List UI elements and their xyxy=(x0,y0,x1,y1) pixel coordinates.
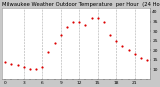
Point xyxy=(84,25,87,26)
Point xyxy=(10,63,13,64)
Point xyxy=(29,69,31,70)
Point xyxy=(47,51,50,53)
Point xyxy=(133,53,136,55)
Point xyxy=(127,50,130,51)
Point xyxy=(66,27,68,28)
Point xyxy=(103,21,105,22)
Point xyxy=(109,34,111,36)
Point xyxy=(53,42,56,43)
Point xyxy=(115,40,118,41)
Point xyxy=(140,57,142,59)
Point xyxy=(35,69,37,70)
Text: Milwaukee Weather Outdoor Temperature  per Hour  (24 Hours): Milwaukee Weather Outdoor Temperature pe… xyxy=(2,2,160,7)
Point xyxy=(90,17,93,18)
Point xyxy=(121,46,124,47)
Point xyxy=(59,34,62,36)
Point xyxy=(146,59,148,60)
Point xyxy=(78,21,80,22)
Point xyxy=(72,21,74,22)
Point xyxy=(41,67,44,68)
Point xyxy=(4,61,6,62)
Point xyxy=(16,65,19,66)
Point xyxy=(96,17,99,18)
Point xyxy=(22,67,25,68)
